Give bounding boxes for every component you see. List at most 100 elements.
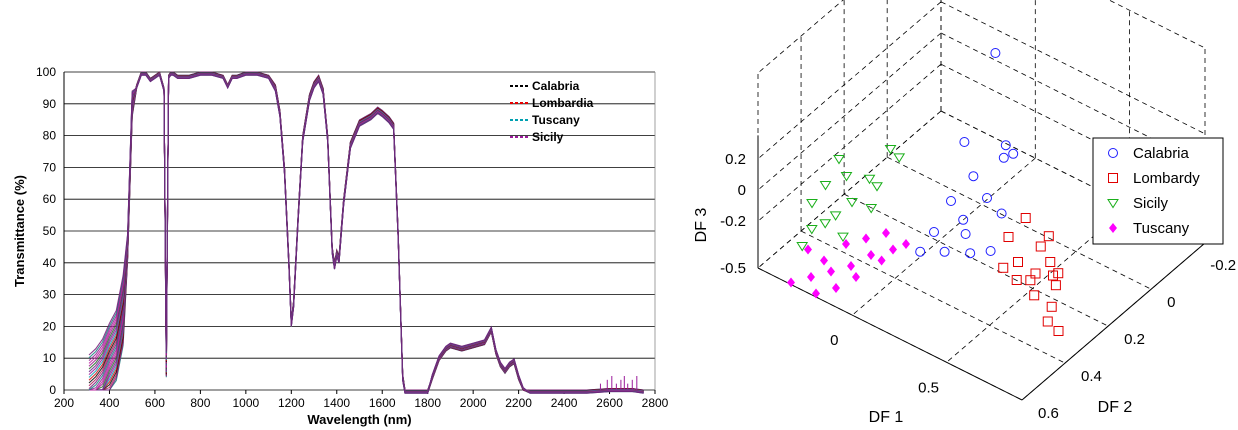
- data-point: [884, 145, 897, 155]
- data-point: [996, 208, 1007, 219]
- data-point: [882, 228, 890, 238]
- data-point: [877, 255, 886, 266]
- y-axis-label: Transmittance (%): [12, 175, 27, 287]
- y-tick-label: 30: [43, 288, 57, 302]
- x-tick-label: 2600: [596, 396, 623, 410]
- data-point: [829, 211, 842, 221]
- data-point: [842, 239, 850, 249]
- wall-grid: [757, 63, 942, 222]
- floor-grid: [757, 110, 942, 269]
- legend-marker: [1107, 199, 1119, 209]
- wall-grid: [1108, 0, 1206, 49]
- data-point: [1000, 140, 1011, 151]
- floor-grid: [940, 110, 1206, 244]
- wall-grid: [757, 0, 844, 74]
- legend-label: Sicily: [1133, 195, 1169, 212]
- data-point: [1020, 213, 1031, 223]
- df1-axis-label: DF 1: [869, 409, 904, 426]
- wall-grid: [757, 1, 942, 160]
- series-calabria: [915, 48, 1019, 259]
- series-sicily: [796, 145, 906, 252]
- data-point: [902, 239, 910, 249]
- data-point: [1043, 231, 1054, 242]
- data-point: [1013, 257, 1023, 267]
- data-point: [998, 152, 1009, 163]
- df2-tick-label: -0.2: [1210, 257, 1236, 274]
- floor-grid: [757, 267, 1023, 401]
- data-point: [939, 246, 950, 257]
- data-point: [1029, 290, 1040, 301]
- legend-box: [1092, 137, 1224, 245]
- floor-grid: [946, 204, 1130, 363]
- legend-label: Lombardia: [532, 96, 594, 110]
- legend-label: Tuscany: [1133, 220, 1190, 237]
- x-tick-label: 1000: [232, 396, 259, 410]
- data-point: [915, 246, 926, 257]
- data-point: [804, 244, 812, 255]
- data-point: [819, 219, 832, 229]
- data-point: [1048, 270, 1058, 281]
- df2-axis-line: [1021, 242, 1206, 401]
- x-tick-label: 2200: [505, 396, 532, 410]
- legend-label: Sicily: [532, 130, 564, 144]
- data-point: [852, 272, 860, 282]
- x-tick-label: 1400: [323, 396, 350, 410]
- spectrum-line: [88, 74, 644, 394]
- y-tick-label: 10: [43, 351, 57, 365]
- data-point: [862, 233, 870, 244]
- x-tick-label: 2400: [551, 396, 578, 410]
- data-point: [796, 242, 809, 252]
- legend-label: Calabria: [532, 79, 580, 93]
- x-tick-label: 1800: [414, 396, 441, 410]
- y-tick-label: 80: [43, 129, 57, 143]
- data-point: [1008, 148, 1019, 159]
- y-tick-label: 20: [43, 319, 57, 333]
- df3-tick-label: 0.2: [725, 151, 746, 168]
- y-tick-label: 40: [43, 256, 57, 270]
- data-point: [863, 174, 876, 185]
- legend-marker: [1108, 173, 1118, 183]
- y-tick-label: 60: [43, 192, 57, 206]
- data-point: [1030, 268, 1041, 279]
- df2-tick-label: 0.6: [1038, 405, 1059, 422]
- data-point: [965, 248, 976, 259]
- data-point: [812, 288, 820, 299]
- df2-tick-label: 0.2: [1124, 331, 1145, 348]
- data-point: [827, 266, 835, 277]
- data-point: [837, 232, 849, 243]
- wall-grid: [757, 110, 942, 269]
- data-point: [1053, 268, 1064, 279]
- data-point: [833, 155, 845, 165]
- y-tick-label: 100: [36, 65, 56, 79]
- floor-grid: [843, 193, 1109, 327]
- df2-tick-label: 0: [1167, 294, 1175, 311]
- data-point: [832, 283, 840, 293]
- x-tick-label: 200: [54, 396, 74, 410]
- df2-axis-label: DF 2: [1098, 399, 1133, 416]
- data-point: [1042, 316, 1053, 327]
- df3-tick-label: -0.2: [720, 213, 746, 230]
- df3-tick-label: -0.5: [720, 260, 746, 277]
- data-point: [946, 196, 956, 206]
- df3-tick-label: 0: [738, 182, 746, 199]
- data-point: [929, 227, 939, 237]
- transmittance-chart: 0 10 20 30 40 50 60 70 80 90 100 200 400 600 800 1000 12…: [12, 65, 669, 427]
- wall-grid: [757, 32, 942, 191]
- data-point: [846, 198, 858, 208]
- data-point: [867, 250, 875, 260]
- data-point: [787, 277, 795, 288]
- data-point: [893, 153, 906, 163]
- x-tick-label: 600: [145, 396, 165, 410]
- x-tick-label: 800: [190, 396, 210, 410]
- data-point: [865, 204, 878, 214]
- df2-tick-label: 0.4: [1081, 368, 1102, 385]
- floor-grid: [886, 156, 1152, 290]
- data-point: [806, 199, 818, 209]
- data-point: [1053, 326, 1064, 336]
- spectra-group: [88, 71, 644, 394]
- x-tick-label: 2000: [460, 396, 487, 410]
- x-tick-label: 2800: [642, 396, 669, 410]
- data-point: [985, 246, 996, 256]
- y-tick-label: 90: [43, 97, 57, 111]
- data-point: [1025, 275, 1036, 286]
